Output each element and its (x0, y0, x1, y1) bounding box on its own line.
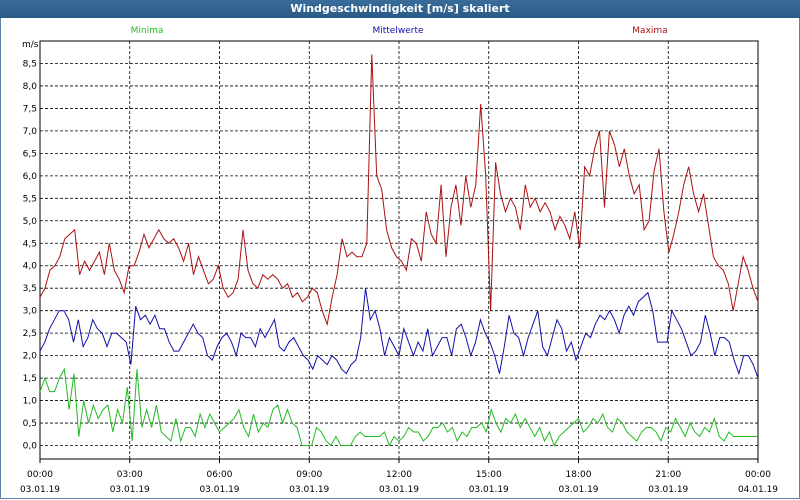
y-tick-label: 2,5 (23, 329, 37, 339)
chart-title: Windgeschwindigkeit [m/s] skaliert (290, 2, 510, 15)
y-tick-labels: 0,0 0,5 1,0 1,5 2,0 2,5 3,0 3,5 4,0 4,5 5,0 5,5 6,0 6… (23, 59, 38, 451)
y-tick-label: 0,5 (23, 419, 37, 429)
chart-title-bar: Windgeschwindigkeit [m/s] skaliert (0, 0, 800, 18)
series-line-maxima (39, 54, 759, 327)
x-tick-time: 06:00 (207, 470, 233, 480)
legend-maxima: Maxima (632, 26, 667, 36)
y-tick-label: 7,5 (23, 104, 37, 114)
x-tick-time: 15:00 (476, 470, 502, 480)
x-tick-date: 03.01.19 (289, 485, 329, 495)
y-tick-label: 1,5 (23, 374, 37, 384)
x-tick-date: 03.01.19 (648, 485, 688, 495)
y-tick-label: 8,5 (23, 59, 37, 69)
y-tick-label: 5,0 (23, 217, 38, 227)
x-tick-date: 03.01.19 (558, 485, 598, 495)
x-tick-date: 04.01.19 (738, 485, 778, 495)
series-lines (39, 54, 759, 447)
x-tick-time: 09:00 (296, 470, 322, 480)
grid-lines (39, 40, 759, 463)
x-tick-time: 21:00 (655, 470, 681, 480)
x-tick-time: 18:00 (566, 470, 592, 480)
x-tick-time: 03:00 (117, 470, 143, 480)
x-tick-time: 00:00 (745, 470, 771, 480)
x-tick-date: 03.01.19 (379, 485, 419, 495)
y-tick-label: 6,5 (23, 149, 37, 159)
y-tick-label: 3,5 (23, 284, 37, 294)
x-tick-date: 03.01.19 (110, 485, 150, 495)
y-axis-label: m/s (22, 40, 39, 50)
y-tick-label: 1,0 (23, 397, 38, 407)
y-tick-label: 4,5 (23, 239, 37, 249)
y-tick-label: 3,0 (23, 307, 38, 317)
legend-mittelwerte: Mittelwerte (372, 26, 423, 36)
y-tick-label: 5,5 (23, 194, 37, 204)
y-tick-label: 7,0 (23, 127, 38, 137)
x-tick-date: 03.01.19 (469, 485, 509, 495)
y-tick-label: 8,0 (23, 82, 38, 92)
y-tick-label: 6,0 (23, 172, 38, 182)
y-tick-label: 4,0 (23, 262, 38, 272)
x-tick-date: 03.01.19 (20, 485, 60, 495)
series-line-minima (39, 367, 758, 447)
legend-minima: Minima (131, 26, 164, 36)
x-tick-time: 12:00 (386, 470, 412, 480)
series-line-mittelwerte (39, 288, 759, 379)
y-tick-label: 0,0 (23, 442, 38, 452)
y-tick-label: 2,0 (23, 352, 38, 362)
x-tick-time: 00:00 (27, 470, 53, 480)
x-tick-date: 03.01.19 (199, 485, 239, 495)
x-tick-labels: 00:00 03.01.19 03:00 03.01.19 06:00 03.01.19 0… (20, 470, 778, 495)
